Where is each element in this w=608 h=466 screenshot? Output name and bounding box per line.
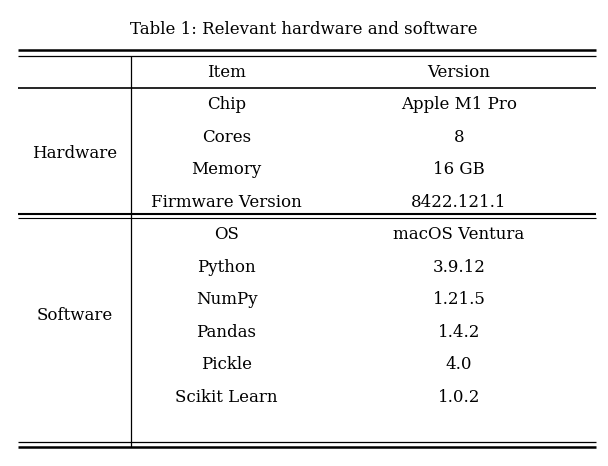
Text: Memory: Memory — [192, 161, 261, 178]
Text: 1.0.2: 1.0.2 — [438, 389, 480, 405]
Text: OS: OS — [214, 226, 239, 243]
Text: Item: Item — [207, 64, 246, 81]
Text: Scikit Learn: Scikit Learn — [175, 389, 278, 405]
Text: Hardware: Hardware — [32, 145, 117, 162]
Text: Python: Python — [197, 259, 256, 275]
Text: Apple M1 Pro: Apple M1 Pro — [401, 96, 517, 113]
Text: Version: Version — [427, 64, 491, 81]
Text: 8: 8 — [454, 129, 465, 146]
Text: Software: Software — [36, 308, 112, 324]
Text: 1.21.5: 1.21.5 — [433, 291, 485, 308]
Text: NumPy: NumPy — [196, 291, 257, 308]
Text: 4.0: 4.0 — [446, 356, 472, 373]
Text: Cores: Cores — [202, 129, 251, 146]
Text: 16 GB: 16 GB — [433, 161, 485, 178]
Text: Firmware Version: Firmware Version — [151, 193, 302, 211]
Text: macOS Ventura: macOS Ventura — [393, 226, 525, 243]
Text: 1.4.2: 1.4.2 — [438, 323, 480, 341]
Text: Table 1: Relevant hardware and software: Table 1: Relevant hardware and software — [130, 21, 478, 38]
Text: 8422.121.1: 8422.121.1 — [411, 193, 507, 211]
Text: Pandas: Pandas — [196, 323, 257, 341]
Text: 3.9.12: 3.9.12 — [433, 259, 485, 275]
Text: Chip: Chip — [207, 96, 246, 113]
Text: Pickle: Pickle — [201, 356, 252, 373]
